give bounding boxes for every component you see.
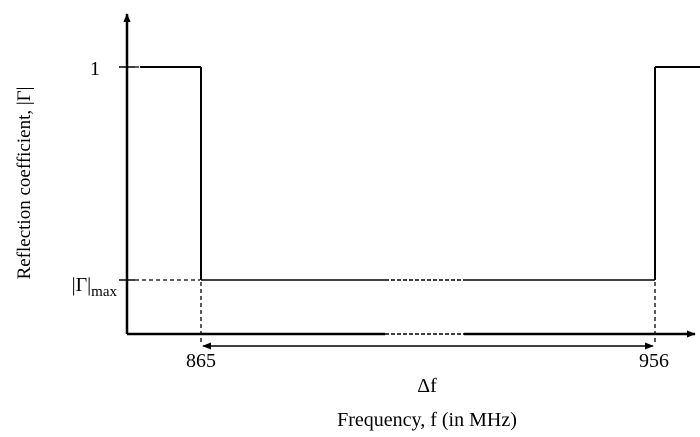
response-curve (140, 66, 700, 281)
bandwidth-label: Δf (417, 375, 437, 397)
x-tick-label-865: 865 (186, 350, 216, 372)
y-axis-title: Reflection coefficient, |Γ| (14, 87, 35, 280)
y-tick-label-1: 1 (90, 58, 100, 80)
x-axis-title: Frequency, f (in MHz) (337, 409, 517, 431)
y-tick-label-gamma-max: |Γ|max (72, 274, 118, 300)
x-tick-label-956: 956 (639, 350, 669, 372)
